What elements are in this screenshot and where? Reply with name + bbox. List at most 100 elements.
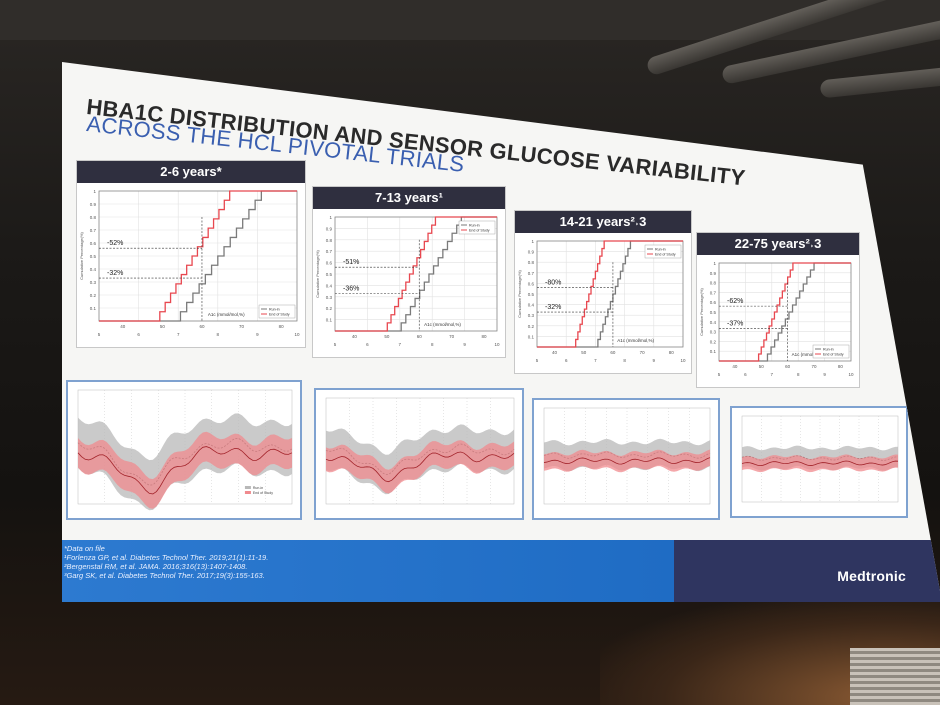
y-tick-label: 0.2	[528, 324, 535, 329]
y-tick-label: 0.8	[90, 215, 97, 220]
panel-header: 2-6 years*	[77, 161, 305, 183]
y-tick-label: 0.9	[326, 226, 333, 231]
legend-label: End of Study	[655, 253, 676, 257]
plot-frame	[98, 190, 298, 322]
y-tick-label: 0.7	[710, 290, 717, 295]
x-tick-label: 70	[239, 324, 245, 329]
y-tick-label: 1	[531, 239, 534, 244]
y-tick-label: 0.7	[528, 271, 535, 276]
end-of-study-curve	[99, 190, 297, 322]
x-tick-label: 6	[137, 332, 140, 337]
x-tick-label: 7	[177, 332, 180, 337]
x-tick-label: 70	[449, 334, 455, 339]
y-tick-label: 0.9	[710, 271, 717, 276]
x-tick-label: 8	[623, 358, 626, 363]
reduction-annotation: -32%	[545, 304, 561, 311]
y-tick-label: 0.4	[710, 320, 717, 325]
cdf-chart: 0.1 0.2 0.3 0.4 0.5 0.6 0.7 0.8 0.9 1 40 50 60 70 80 5 6…	[315, 215, 500, 347]
run-in-curve	[99, 190, 297, 322]
x-tick-label: 50	[384, 334, 390, 339]
x-tick-label: 9	[256, 332, 259, 337]
y-tick-label: 0.7	[90, 228, 97, 233]
legend-label: End of Study	[253, 491, 273, 495]
x-tick-label: 60	[199, 324, 205, 329]
y-tick-label: 0.5	[90, 254, 97, 259]
y-tick-label: 0.1	[90, 306, 97, 311]
x-tick-label: 8	[217, 332, 220, 337]
x-axis-label: A1c (mmol/mol,%)	[208, 312, 245, 317]
y-tick-label: 0.9	[528, 250, 535, 255]
a1c-panel-2-6: 2-6 years* 0.1 0.2 0.3 0.4 0.5 0.6 0.7 0.8 0.9 1 4…	[76, 160, 306, 348]
x-tick-label: 10	[680, 358, 686, 363]
cdf-chart: 0.1 0.2 0.3 0.4 0.5 0.6 0.7 0.8 0.9 1 40 50 60 70 80 5 6…	[699, 261, 854, 377]
x-tick-label: 40	[732, 364, 738, 369]
end-of-study-band	[326, 440, 514, 494]
x-tick-label: 70	[640, 350, 646, 355]
x-tick-label: 5	[334, 342, 337, 347]
end-of-study-band-median	[325, 451, 515, 483]
x-tick-label: 40	[352, 334, 358, 339]
glucose-band-chart	[543, 407, 711, 505]
legend-label: End of Study	[469, 229, 490, 233]
end-of-study-band	[544, 449, 710, 473]
x-tick-label: 10	[494, 342, 500, 347]
x-tick-label: 8	[431, 342, 434, 347]
x-tick-label: 10	[848, 372, 854, 377]
legend-label: Run-in	[655, 248, 666, 252]
panel-header: 22-75 years²˒3	[697, 233, 859, 255]
end-of-study-band-median	[77, 446, 293, 495]
y-tick-label: 0.2	[326, 306, 333, 311]
x-tick-label: 60	[785, 364, 791, 369]
y-axis-label: Cumulative Percentage(%)	[699, 287, 704, 335]
y-axis-label: Cumulative Percentage(%)	[315, 249, 320, 297]
y-tick-label: 0.7	[326, 249, 333, 254]
reference-line: *Data on file	[64, 544, 105, 553]
legend-swatch	[244, 486, 251, 489]
glucose-variability-panel-22-75	[730, 406, 908, 518]
legend-box	[812, 344, 850, 359]
y-tick-label: 0.8	[710, 281, 717, 286]
reference-line: ³Garg SK, et al. Diabetes Technol Ther. …	[64, 571, 265, 580]
x-axis-label: A1c (mmol/mol,%)	[424, 322, 461, 327]
x-axis-label: A1c (mmol/mol,%)	[617, 338, 654, 343]
x-tick-label: 10	[294, 332, 300, 337]
x-tick-label: 7	[399, 342, 402, 347]
glucose-variability-panel-14-21	[532, 398, 720, 520]
x-tick-label: 80	[482, 334, 488, 339]
y-tick-label: 0.5	[528, 292, 535, 297]
glucose-band-chart	[741, 415, 899, 503]
footer-brand-bar	[674, 540, 940, 602]
y-tick-label: 0.3	[710, 330, 717, 335]
legend-box	[458, 220, 496, 235]
medtronic-logo: Medtronic	[837, 568, 906, 584]
x-tick-label: 50	[160, 324, 166, 329]
y-tick-label: 0.8	[528, 260, 535, 265]
y-tick-label: 0.3	[326, 295, 333, 300]
x-tick-label: 80	[669, 350, 675, 355]
a1c-panel-14-21: 14-21 years²˒3 0.1 0.2 0.3 0.4 0.5 0.6 0.7 0.8 0…	[514, 210, 692, 374]
run-in-curve	[335, 216, 497, 332]
footer-references-bar: *Data on file ¹Forlenza GP, et al. Diabe…	[62, 540, 674, 602]
plot-frame	[718, 262, 852, 362]
end-of-study-band	[78, 431, 292, 509]
y-tick-label: 0.4	[90, 267, 97, 272]
y-tick-label: 0.6	[528, 281, 535, 286]
x-tick-label: 8	[797, 372, 800, 377]
x-tick-label: 6	[744, 372, 747, 377]
end-of-study-curve	[537, 240, 683, 348]
legend-label: End of Study	[823, 353, 844, 357]
cdf-chart: 0.1 0.2 0.3 0.4 0.5 0.6 0.7 0.8 0.9 1 40 50 60 70 80 5 6…	[517, 239, 686, 363]
x-tick-label: 9	[463, 342, 466, 347]
y-tick-label: 1	[329, 215, 332, 220]
legend-label: Run-in	[253, 486, 263, 490]
slide-surface: HBA1C DISTRIBUTION AND SENSOR GLUCOSE VA…	[62, 62, 940, 602]
y-tick-label: 0.4	[326, 283, 333, 288]
end-of-study-curve	[719, 262, 851, 362]
x-tick-label: 6	[565, 358, 568, 363]
x-tick-label: 50	[759, 364, 765, 369]
y-axis-label: Cumulative Percentage(%)	[517, 269, 522, 317]
legend-label: Run-in	[269, 308, 280, 312]
x-tick-label: 5	[98, 332, 101, 337]
x-tick-label: 5	[536, 358, 539, 363]
